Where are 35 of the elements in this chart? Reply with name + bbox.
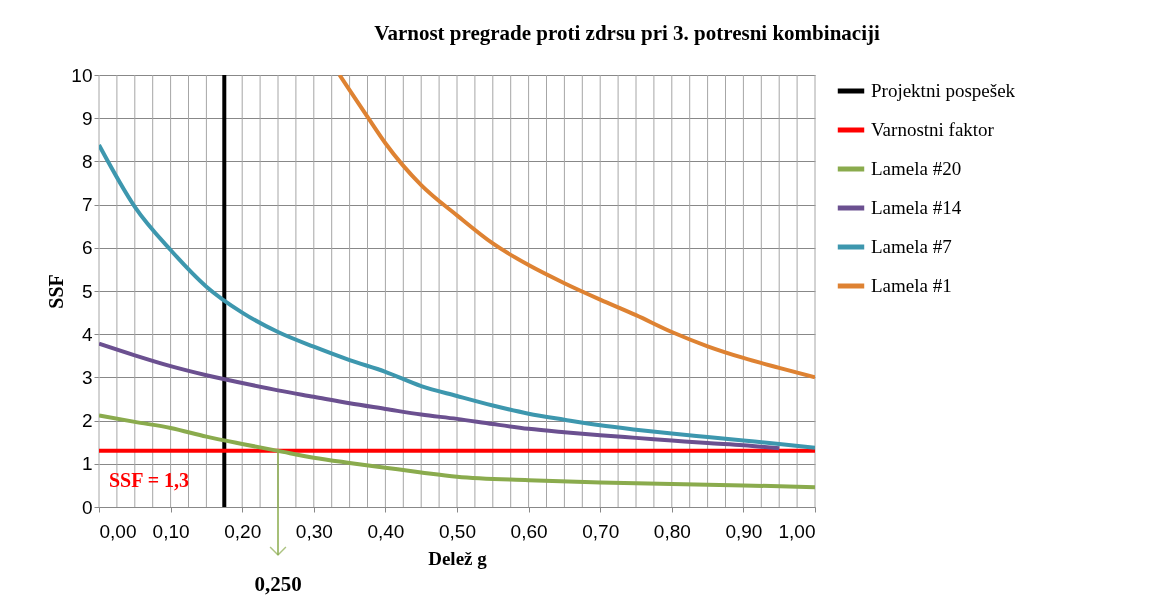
legend-label: Lamela #7 — [871, 236, 952, 257]
x-tick-label: 0,80 — [653, 520, 691, 542]
x-tick-label: 0,30 — [295, 520, 333, 542]
y-tick-label: 3 — [81, 366, 93, 388]
y-tick-label: 8 — [81, 150, 93, 172]
y-tick-label: 4 — [81, 323, 93, 345]
annotation: SSF = 1,3 — [109, 469, 190, 491]
legend-label: Lamela #1 — [871, 275, 952, 296]
y-tick-label: 2 — [81, 410, 93, 432]
x-tick-label: 0,20 — [224, 520, 262, 542]
y-tick-label: 9 — [81, 107, 93, 129]
chart-title: Varnost pregrade proti zdrsu pri 3. potresni kombinaciji — [374, 21, 880, 45]
x-tick-label: 0,70 — [582, 520, 620, 542]
legend-label: Lamela #14 — [871, 197, 962, 218]
line-series — [337, 75, 815, 380]
x-tick-label: 0,90 — [725, 520, 763, 542]
y-tick-label: 10 — [71, 64, 93, 86]
y-tick-label: 7 — [81, 194, 93, 216]
x-tick-label: 1,00 — [778, 520, 816, 542]
legend-label: Projektni pospešek — [871, 80, 1016, 101]
x-axis-title: Delež g — [428, 547, 488, 569]
y-tick-label: 5 — [81, 280, 93, 302]
x-tick-label: 0,00 — [99, 520, 137, 542]
y-axis-title: SSF — [45, 274, 68, 309]
annotation: 0,250 — [254, 572, 302, 596]
x-tick-label: 0,40 — [367, 520, 405, 542]
legend-label: Lamela #20 — [871, 158, 962, 179]
y-tick-label: 6 — [81, 237, 93, 259]
legend-label: Varnostni faktor — [871, 119, 995, 140]
x-tick-label: 0,10 — [152, 520, 190, 542]
y-tick-label: 0 — [81, 496, 93, 518]
y-tick-label: 1 — [81, 453, 93, 475]
line-series — [99, 341, 782, 451]
x-tick-label: 0,60 — [510, 520, 548, 542]
x-tick-label: 0,50 — [439, 520, 476, 542]
